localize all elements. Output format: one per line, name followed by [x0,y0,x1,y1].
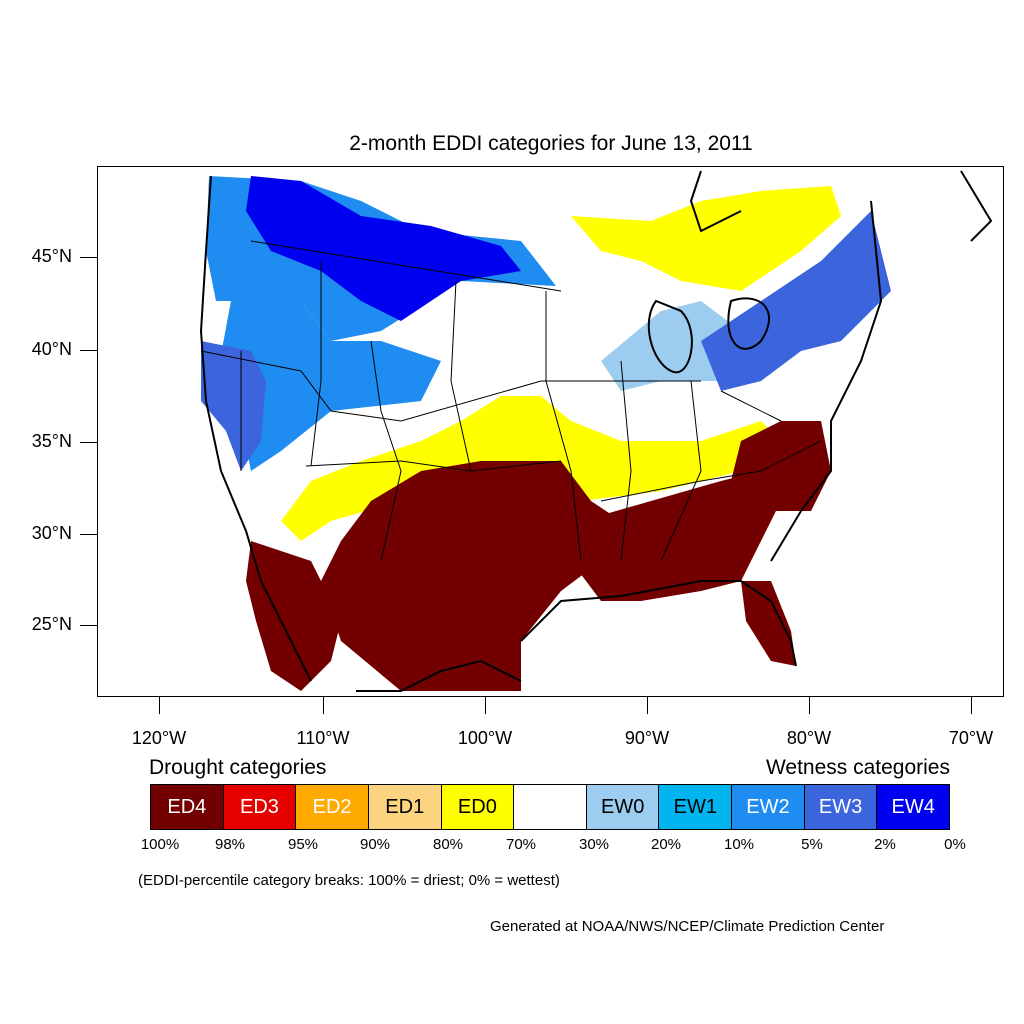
legend-box-ed4: ED4 [151,785,224,829]
legend-box-ew3: EW3 [804,785,878,829]
lat-label-45: 45°N [31,246,72,266]
region-great-basin [216,301,441,471]
lon-label-120w: 120°W [131,728,187,748]
region-california [201,341,266,471]
lat-label-35: 35°N [31,431,72,451]
percentile-label: 80% [432,836,464,853]
lon-label-90w: 90°W [624,728,670,748]
map-frame [97,166,1004,697]
lon-tick [971,697,972,714]
drought-heading: Drought categories [149,756,327,779]
legend-box-ew1: EW1 [659,785,733,829]
region-florida [741,581,796,666]
credit-line: Generated at NOAA/NWS/NCEP/Climate Predi… [490,918,885,935]
lon-tick [647,697,648,714]
state-boundaries [200,240,822,562]
lat-tick [80,442,97,443]
lon-tick [323,697,324,714]
legend-box-ew4: EW4 [877,785,950,829]
lat-tick [80,350,97,351]
lat-label-25: 25°N [31,614,72,634]
region-northern-rockies [246,176,521,321]
lat-tick [80,534,97,535]
percentile-label: 30% [578,836,610,853]
lon-label-80w: 80°W [786,728,832,748]
region-texas-oklahoma [321,461,621,691]
region-gulf-southeast [571,471,781,601]
category-breaks-note: (EDDI-percentile category breaks: 100% =… [138,872,560,889]
legend-box-ed2: ED2 [296,785,369,829]
percentile-label: 90% [359,836,391,853]
lon-tick [485,697,486,714]
lon-label-70w: 70°W [948,728,994,748]
lon-tick [159,697,160,714]
region-new-england [701,211,891,391]
lat-tick [80,625,97,626]
wetness-heading: Wetness categories [765,756,950,779]
region-great-lakes [601,301,741,391]
lon-label-110w: 110°W [296,728,350,748]
legend-box-ed3: ED3 [223,785,297,829]
lat-label-30: 30°N [31,523,72,543]
region-carolinas [731,421,831,511]
legend-colorbar: ED4 ED3 ED2 ED1 ED0 EW0 EW1 EW2 EW3 EW4 [150,784,950,830]
lat-label-40: 40°N [31,339,72,359]
lat-tick [80,257,97,258]
legend-box-neutral [514,785,587,829]
legend-box-ed0: ED0 [441,785,515,829]
percentile-label: 95% [287,836,319,853]
percentile-label: 0% [944,836,966,853]
eddi-map [199,170,993,692]
chart-title: 2-month EDDI categories for June 13, 201… [349,132,753,155]
percentile-label: 5% [801,836,823,853]
legend-box-ed1: ED1 [368,785,442,829]
percentile-label: 98% [214,836,246,853]
region-northern-mexico [246,541,341,691]
lon-tick [809,697,810,714]
legend-box-ew2: EW2 [732,785,805,829]
coastlines [199,170,993,692]
region-ontario-quebec [571,186,841,291]
percentile-label: 100% [140,836,180,853]
percentile-label: 10% [723,836,755,853]
lon-label-100w: 100°W [457,728,513,748]
percentile-label: 70% [505,836,537,853]
percentile-label: 20% [650,836,682,853]
legend-box-ew0: EW0 [586,785,660,829]
percentile-label: 2% [874,836,896,853]
